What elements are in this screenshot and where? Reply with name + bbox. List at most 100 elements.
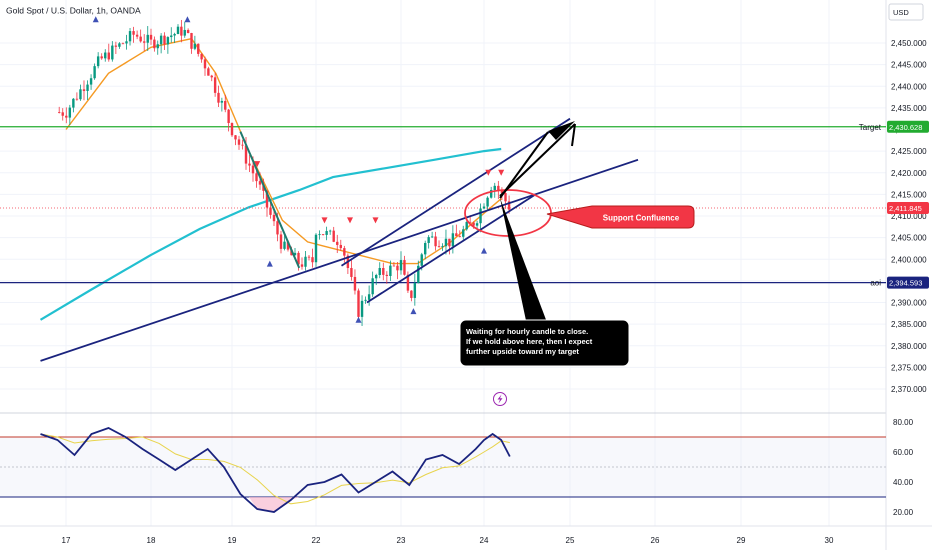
candle-body: [468, 221, 472, 223]
candle-body: [427, 237, 430, 243]
candle-body: [444, 238, 448, 247]
trendline[interactable]: [341, 117, 571, 267]
price-tick-label: 2,440.000: [891, 82, 927, 91]
upside-arrow-shaft: [499, 131, 549, 199]
candle-body: [213, 77, 217, 93]
candle-body: [304, 256, 307, 267]
candle-body: [479, 208, 482, 224]
time-tick-label: 23: [397, 536, 406, 545]
buy-signal-marker: [92, 16, 99, 23]
rsi-band-fill: [0, 437, 886, 497]
price-tick-label: 2,415.000: [891, 190, 927, 199]
candle-body: [378, 267, 381, 276]
chart-title: Gold Spot / U.S. Dollar, 1h, OANDA: [6, 6, 141, 16]
candle-body: [269, 207, 272, 215]
upside-projection-line: [499, 123, 576, 197]
analysis-note-box[interactable]: [459, 319, 630, 367]
candle-body: [93, 66, 96, 79]
candle-body: [170, 35, 173, 38]
candle-body: [104, 52, 107, 59]
buy-signal-marker: [355, 316, 362, 323]
candle-body: [458, 236, 461, 237]
lightning-icon[interactable]: [493, 392, 507, 406]
candle-body: [183, 29, 186, 36]
candle-body: [493, 185, 496, 191]
sell-signal-marker: [321, 217, 328, 224]
candle-body: [279, 234, 283, 249]
candle-body: [65, 115, 68, 118]
candle-body: [262, 184, 265, 191]
trendline[interactable]: [239, 131, 301, 269]
candle-body: [307, 256, 311, 258]
candle-body: [111, 45, 114, 60]
candle-body: [86, 84, 89, 91]
rsi-line: [40, 427, 511, 513]
horizontal-levels: [0, 126, 886, 284]
rsi-tick-label: 80.00: [893, 418, 914, 427]
candle-body: [118, 43, 121, 47]
candle-body: [441, 246, 444, 248]
analysis-note-line: Waiting for hourly candle to close.: [466, 327, 588, 336]
candle-body: [486, 197, 489, 207]
candle-body: [462, 229, 465, 237]
ema-cyan-line: [39, 147, 502, 321]
candle-body: [465, 221, 468, 230]
trendlines: [40, 117, 639, 362]
candle-body: [72, 98, 75, 108]
candle-body: [210, 75, 213, 78]
trendline[interactable]: [40, 158, 639, 362]
price-tick-label: 2,420.000: [891, 169, 927, 178]
candle-body: [300, 264, 304, 267]
price-tick-label: 2,405.000: [891, 234, 927, 243]
note-pointer-arrow: [500, 198, 548, 330]
currency-label: USD: [893, 8, 909, 17]
candle-body: [375, 275, 378, 279]
price-tick-label: 2,450.000: [891, 39, 927, 48]
candle-body: [149, 34, 153, 40]
price-tick-label: 2,410.000: [891, 212, 927, 221]
candle-body: [360, 300, 364, 317]
level-badge-value: 2,394.593: [889, 279, 922, 288]
price-tick-label: 2,370.000: [891, 385, 927, 394]
candle-body: [371, 278, 374, 295]
candle-body: [343, 248, 346, 256]
rsi-tick-label: 60.00: [893, 448, 914, 457]
candle-body: [272, 214, 276, 222]
candle-body: [248, 163, 251, 166]
candle-body: [276, 221, 279, 235]
time-tick-label: 18: [147, 536, 156, 545]
time-tick-label: 19: [228, 536, 237, 545]
candle-body: [132, 31, 135, 35]
level-badge-value: 2,430.628: [889, 123, 922, 132]
candle-body: [448, 238, 451, 247]
candle-body: [58, 112, 61, 113]
candle-body: [153, 39, 156, 49]
currency-button[interactable]: [888, 3, 924, 21]
candle-body: [403, 260, 406, 275]
sell-signal-marker: [372, 217, 379, 224]
candle-body: [146, 34, 149, 43]
candle-body: [297, 252, 300, 265]
candle-body: [125, 41, 128, 44]
candle-body: [255, 173, 258, 182]
rsi-axis[interactable]: 80.00 60.00 40.00 20.00: [893, 418, 914, 517]
candle-body: [336, 241, 339, 245]
level-labels: 2,430.628 2,411.845 2,394.593 Target aoi: [859, 120, 929, 289]
candle-body: [230, 123, 234, 136]
time-axis[interactable]: 17 18 19 22 23 24 25 26 29 30: [62, 536, 834, 545]
candle-body: [203, 59, 207, 69]
price-tick-label: 2,435.000: [891, 104, 927, 113]
support-confluence-callout[interactable]: [546, 205, 695, 229]
candle-body: [399, 260, 403, 271]
candle-body: [413, 282, 417, 298]
price-tick-label: 2,390.000: [891, 299, 927, 308]
candle-body: [367, 294, 371, 300]
sell-signal-marker: [498, 169, 505, 176]
price-tick-label: 2,375.000: [891, 363, 927, 372]
target-label: Target: [859, 123, 882, 132]
candle-body: [325, 231, 328, 235]
trendline[interactable]: [366, 193, 537, 304]
buy-signal-marker: [266, 260, 273, 267]
candle-body: [224, 100, 227, 110]
